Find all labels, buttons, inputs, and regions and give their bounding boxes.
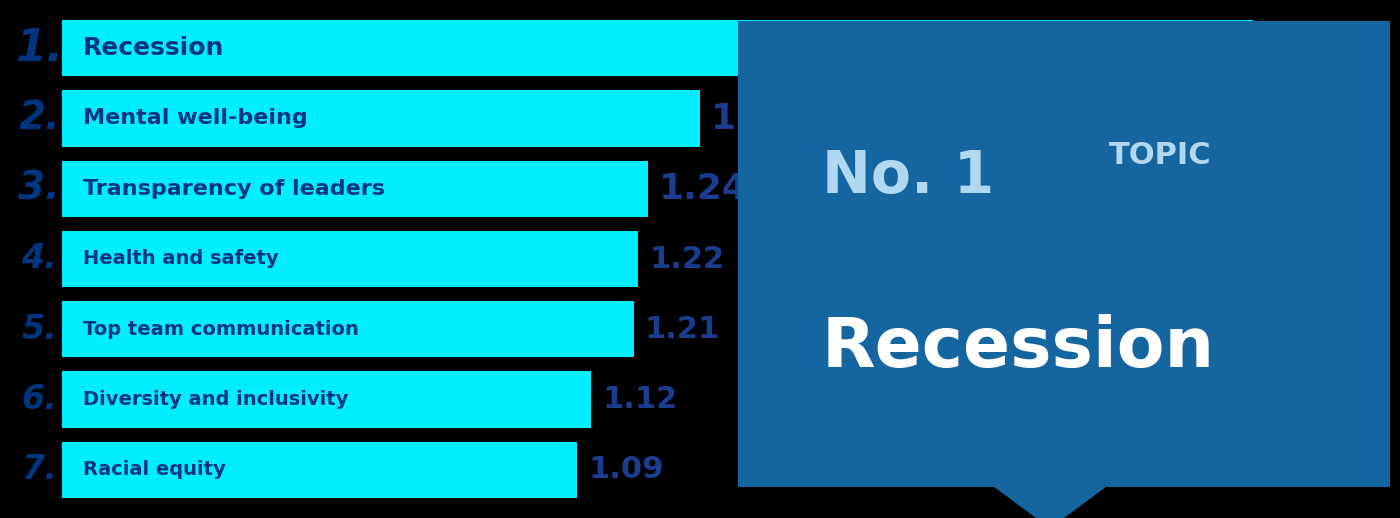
Text: 1.22: 1.22 — [650, 244, 725, 274]
Bar — [62, 371, 591, 428]
Text: 2.: 2. — [18, 99, 60, 137]
Text: 1.24: 1.24 — [659, 171, 748, 206]
Bar — [62, 20, 1253, 76]
Text: 7.: 7. — [21, 453, 57, 486]
Bar — [738, 21, 1390, 487]
Text: 1.12: 1.12 — [602, 385, 678, 414]
Polygon shape — [994, 487, 1106, 518]
Text: Racial equity: Racial equity — [83, 461, 225, 479]
Bar — [62, 231, 638, 287]
Text: 3.: 3. — [18, 170, 60, 208]
Text: 1.21: 1.21 — [645, 315, 720, 344]
Text: Top team communication: Top team communication — [83, 320, 358, 339]
Bar — [62, 161, 648, 217]
Text: 6.: 6. — [21, 383, 57, 416]
Bar — [62, 301, 634, 357]
Text: Mental well-being: Mental well-being — [83, 108, 308, 128]
Text: Transparency of leaders: Transparency of leaders — [83, 179, 385, 199]
Text: No. 1: No. 1 — [822, 148, 994, 205]
Text: Health and safety: Health and safety — [83, 250, 279, 268]
Text: 1.35: 1.35 — [711, 102, 799, 135]
Text: 1.09: 1.09 — [588, 455, 664, 484]
Text: Diversity and inclusivity: Diversity and inclusivity — [83, 390, 349, 409]
Text: 4.: 4. — [21, 242, 57, 276]
Text: Recession: Recession — [83, 36, 224, 60]
Text: 5.: 5. — [21, 313, 57, 346]
Bar — [62, 90, 700, 147]
Text: 2.52: 2.52 — [1264, 27, 1366, 69]
Text: TOPIC: TOPIC — [1109, 141, 1211, 170]
Text: Recession: Recession — [822, 313, 1215, 381]
Text: 1.: 1. — [15, 26, 63, 69]
Bar — [62, 442, 577, 498]
